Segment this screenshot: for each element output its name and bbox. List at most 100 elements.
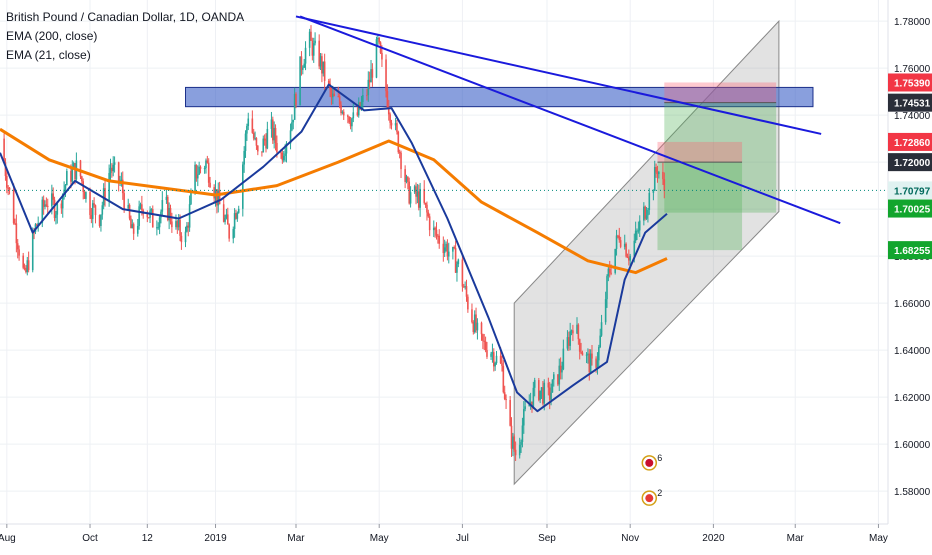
candle-28 xyxy=(55,210,57,225)
candle-246 xyxy=(472,320,475,335)
candle-body xyxy=(426,204,428,213)
candle-body xyxy=(139,204,142,207)
candle-body xyxy=(599,335,601,348)
candle-body xyxy=(161,200,164,212)
candle-9 xyxy=(18,245,20,261)
legend-ema21[interactable]: EMA (21, close) xyxy=(6,48,91,62)
candle-237 xyxy=(454,240,457,273)
position-0-target-zone xyxy=(664,102,777,213)
candle-257 xyxy=(492,348,495,372)
candle-body xyxy=(100,214,102,226)
candle-body xyxy=(434,227,436,230)
candle-body xyxy=(548,387,551,400)
candle-body xyxy=(226,214,229,225)
candle-41 xyxy=(81,175,83,185)
candle-130 xyxy=(251,110,254,134)
candle-body xyxy=(396,123,398,132)
candle-body xyxy=(389,114,391,123)
candle-259 xyxy=(495,350,498,365)
candle-body xyxy=(367,79,370,96)
candle-44 xyxy=(85,191,87,203)
candle-body xyxy=(274,127,277,144)
candle-body xyxy=(187,225,190,228)
candle-body xyxy=(645,215,648,219)
candle-body xyxy=(547,382,550,388)
candle-body xyxy=(194,164,196,193)
candle-55 xyxy=(108,164,110,207)
candle-body xyxy=(25,268,27,273)
price-label-bg xyxy=(888,73,932,92)
candle-body xyxy=(236,212,239,219)
candle-228 xyxy=(437,233,439,244)
price-label-5: 1.70025 xyxy=(888,199,932,218)
candle-302 xyxy=(578,338,581,360)
x-tick-label-1: Oct xyxy=(82,533,98,544)
candle-body xyxy=(31,231,34,271)
flag-icon-fill xyxy=(645,458,654,467)
candle-body xyxy=(356,112,359,116)
candle-body xyxy=(217,190,220,206)
event-count: 2 xyxy=(657,488,662,498)
price-label-bg xyxy=(888,93,932,112)
candle-body xyxy=(198,166,200,175)
candle-body xyxy=(499,355,502,364)
candle-191 xyxy=(367,71,370,102)
candle-193 xyxy=(370,59,372,83)
candle-body xyxy=(262,138,265,153)
candle-247 xyxy=(473,310,476,334)
candle-body xyxy=(184,231,187,243)
candle-body xyxy=(600,322,603,336)
candle-69 xyxy=(132,222,135,240)
candle-body xyxy=(370,69,372,83)
candle-194 xyxy=(371,63,374,87)
candle-body xyxy=(175,221,177,228)
candle-222 xyxy=(426,201,428,221)
candle-body xyxy=(323,61,326,81)
candle-162 xyxy=(311,37,314,61)
candle-48 xyxy=(93,197,95,208)
candle-body xyxy=(467,296,469,310)
candle-215 xyxy=(413,184,416,194)
candle-345 xyxy=(662,162,664,185)
candle-190 xyxy=(366,88,368,101)
candle-body xyxy=(127,204,130,209)
candle-176 xyxy=(338,92,341,109)
candle-body xyxy=(337,96,340,98)
price-label-text: 1.72000 xyxy=(894,158,931,169)
candle-body xyxy=(23,267,26,269)
candle-316 xyxy=(606,274,608,308)
price-label-4: 1.70797 xyxy=(888,181,932,200)
candle-body xyxy=(437,235,439,237)
candle-body xyxy=(623,243,626,247)
candle-body xyxy=(658,171,660,175)
candle-230 xyxy=(442,236,445,262)
candle-94 xyxy=(180,232,183,250)
candle-body xyxy=(457,259,460,265)
y-tick-label-2: 1.74000 xyxy=(894,111,931,122)
candle-body xyxy=(282,155,285,161)
candle-63 xyxy=(121,171,124,200)
candle-body xyxy=(14,223,16,225)
candle-249 xyxy=(476,318,479,340)
candle-body xyxy=(101,205,104,215)
candle-body xyxy=(169,207,172,222)
candle-321 xyxy=(615,229,618,256)
candle-231 xyxy=(443,239,446,257)
trendline-1 xyxy=(299,15,841,225)
legend-ema200[interactable]: EMA (200, close) xyxy=(6,29,98,43)
candle-body xyxy=(216,189,218,206)
candle-body xyxy=(218,190,221,205)
chart-title[interactable]: British Pound / Canadian Dollar, 1D, OAN… xyxy=(6,10,245,24)
candle-167 xyxy=(321,53,323,83)
candle-205 xyxy=(394,117,397,131)
candle-43 xyxy=(83,190,86,199)
candle-body xyxy=(340,104,342,114)
candle-19 xyxy=(37,216,39,232)
candle-body xyxy=(462,286,465,288)
candle-163 xyxy=(312,37,315,63)
candle-body xyxy=(492,352,495,367)
candle-body xyxy=(63,189,65,195)
candle-24 xyxy=(46,198,49,215)
candle-body xyxy=(360,101,363,110)
